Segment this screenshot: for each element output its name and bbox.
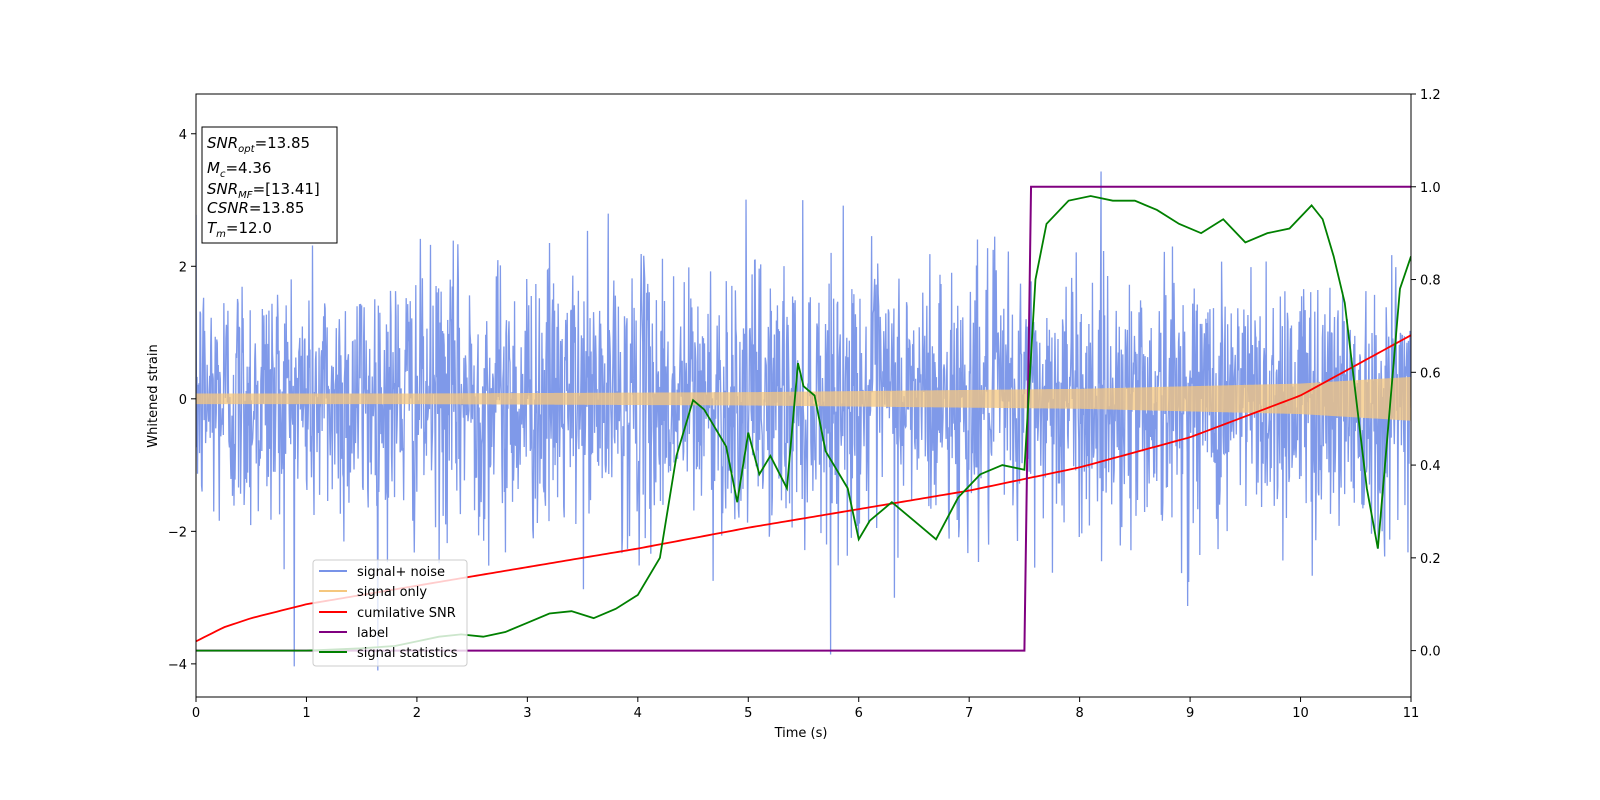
y-tick-label: −2 (168, 525, 187, 540)
legend-label: label (357, 626, 388, 641)
x-axis-label: Time (s) (774, 726, 828, 741)
legend-label: cumilative SNR (357, 606, 456, 621)
info-mc: Mc=4.36 (207, 159, 271, 180)
legend-label: signal statistics (357, 646, 458, 661)
x-axis: 0 1 2 3 4 5 6 7 8 9 10 11 (192, 697, 1419, 721)
y2-tick-label: 0.0 (1420, 645, 1441, 660)
x-tick-label: 7 (965, 706, 973, 721)
x-tick-label: 11 (1403, 706, 1420, 721)
plot-frame (195, 93, 1412, 698)
x-tick-label: 1 (302, 706, 310, 721)
y2-tick-label: 1.2 (1420, 88, 1441, 103)
legend: signal+ noise signal only cumilative SNR… (312, 559, 468, 667)
x-tick-label: 6 (855, 706, 863, 721)
x-tick-label: 9 (1186, 706, 1194, 721)
series-signal-noise (196, 171, 1411, 671)
y2-tick-label: 0.6 (1420, 366, 1441, 381)
y2-tick-label: 1.0 (1420, 181, 1441, 196)
y2-tick-label: 0.4 (1420, 459, 1441, 474)
legend-entry-label: label (319, 626, 388, 641)
y-tick-label: 0 (179, 393, 187, 408)
legend-entry-signal-only: signal only (319, 585, 427, 600)
legend-entry-cumulative-snr: cumilative SNR (319, 606, 456, 621)
y-tick-label: −4 (168, 658, 187, 673)
y2-tick-label: 0.2 (1420, 552, 1441, 567)
y-axis-left: −4 −2 0 2 4 (168, 128, 196, 673)
y-tick-label: 2 (179, 260, 187, 275)
x-tick-label: 3 (523, 706, 531, 721)
x-tick-label: 10 (1292, 706, 1309, 721)
y-axis-label: Whitened strain (146, 344, 161, 447)
legend-label: signal only (357, 585, 427, 600)
x-tick-label: 5 (744, 706, 752, 721)
legend-label: signal+ noise (357, 565, 445, 580)
info-snr-opt: SNRopt=13.85 (207, 134, 310, 155)
x-tick-label: 8 (1075, 706, 1083, 721)
x-tick-label: 2 (413, 706, 421, 721)
x-tick-label: 0 (192, 706, 200, 721)
info-tm: Tm=12.0 (207, 219, 272, 240)
x-tick-label: 4 (634, 706, 642, 721)
y-axis-right: 0.0 0.2 0.4 0.6 0.8 1.0 1.2 (1411, 88, 1441, 660)
series-signal-only (196, 376, 1411, 421)
info-box: SNRopt=13.85 Mc=4.36 SNRMF=[13.41] CSNR=… (201, 126, 338, 244)
legend-entry-signal-statistics: signal statistics (319, 646, 458, 661)
series-signal-statistics (196, 195, 1411, 652)
legend-entry-signal-noise: signal+ noise (319, 565, 445, 580)
info-snr-mf: SNRMF=[13.41] (207, 180, 320, 201)
info-csnr: CSNR=13.85 (207, 199, 304, 217)
y2-tick-label: 0.8 (1420, 274, 1441, 289)
y-tick-label: 4 (179, 128, 187, 143)
